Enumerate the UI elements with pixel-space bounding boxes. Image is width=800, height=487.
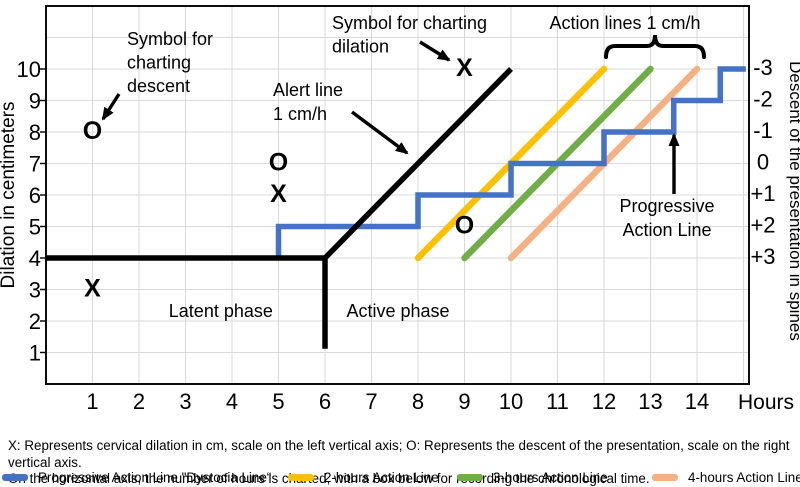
y-right-axis-title: Descent of the presentation in spines	[786, 61, 800, 341]
alert-note-text: 1 cm/h	[273, 104, 327, 124]
descent-note-text: descent	[127, 76, 190, 96]
descent-note-arrow	[101, 93, 121, 121]
legend-label: 3-hours Action Line	[493, 470, 608, 485]
x-tick-label: 12	[592, 389, 616, 414]
legend-label: 4-hours Action Line	[688, 470, 800, 485]
descent-marker-o: O	[455, 212, 474, 240]
legend-label: Progressive Action Line "Dystocia Line“	[38, 470, 272, 485]
legend-swatch	[652, 474, 678, 481]
descent-marker-o: O	[269, 149, 288, 177]
dilation-note-text: dilation	[332, 37, 389, 57]
x-tick-label: 3	[179, 389, 191, 414]
footnote-line-1: X: Represents cervical dilation in cm, s…	[8, 438, 790, 470]
legend-item: Progressive Action Line "Dystocia Line“	[2, 468, 271, 487]
alert-note-text: Alert line	[273, 80, 343, 100]
y-left-tick-label: 1	[29, 341, 41, 366]
y-right-tick-label: +3	[750, 244, 775, 269]
x-tick-label: 5	[272, 389, 284, 414]
x-tick-label: 13	[638, 389, 662, 414]
action-note-text: Action lines 1 cm/h	[549, 13, 700, 33]
y-left-tick-label: 4	[29, 246, 41, 271]
y-left-tick-label: 10	[17, 57, 41, 82]
y-left-tick-label: 6	[29, 183, 41, 208]
x-tick-label: 8	[412, 389, 424, 414]
y-left-tick-label: 2	[29, 309, 41, 334]
dilation-marker-x: X	[270, 180, 287, 208]
y-left-tick-label: 7	[29, 152, 41, 177]
y-left-axis-title: Dilation in centimeters	[0, 102, 19, 289]
dilation-marker-x: X	[456, 54, 473, 82]
alert-line	[323, 67, 513, 260]
x-tick-label: 14	[685, 389, 709, 414]
legend-item: 3-hours Action Line	[457, 468, 608, 487]
y-left-tick-label: 3	[29, 278, 41, 303]
y-right-tick-label: -1	[753, 118, 773, 143]
footnote: X: Represents cervical dilation in cm, s…	[8, 438, 796, 487]
legend: Progressive Action Line "Dystocia Line“ 2…	[0, 468, 800, 487]
alert-note-arrow	[350, 110, 409, 155]
action-note-brace	[604, 34, 706, 59]
dilation-note-arrow	[419, 40, 451, 62]
x-tick-label: 4	[226, 389, 238, 414]
y-right-tick-label: -2	[753, 87, 773, 112]
legend-swatch	[2, 474, 28, 481]
phase-label: Latent phase	[169, 301, 273, 321]
y-left-tick-label: 5	[29, 215, 41, 240]
y-right-tick-label: +2	[750, 213, 775, 238]
y-left-tick-label: 9	[29, 89, 41, 114]
legend-label: 2-hours Action Line	[324, 470, 439, 485]
footnote-line-2: On the horizontal axis, the number of ho…	[8, 471, 650, 486]
descent-marker-o: O	[83, 117, 102, 145]
legend-item: 4-hours Action Line	[652, 468, 800, 487]
dilation-marker-x: X	[84, 275, 101, 303]
x-tick-label: 7	[365, 389, 377, 414]
progressive-action-line	[275, 66, 746, 258]
y-left-tick-label: 8	[29, 120, 41, 145]
progressive-note-text: Action Line	[622, 220, 711, 240]
x-axis-title: Hours	[738, 391, 794, 414]
x-tick-label: 10	[499, 389, 523, 414]
partograph-chart: 1 2 3 4 5 6 7 8 9 10 11 12 13 14 Hours10987654321Dilat…	[0, 5, 800, 414]
legend-swatch	[457, 474, 483, 481]
y-right-tick-label: 0	[757, 150, 769, 175]
dilation-note-text: Symbol for charting	[332, 13, 487, 33]
x-tick-label: 11	[546, 389, 569, 414]
legend-item: 2-hours Action Line	[288, 468, 439, 487]
phase-label: Active phase	[346, 301, 449, 321]
progressive-note-text: Progressive	[619, 196, 714, 216]
x-tick-label: 1	[86, 389, 98, 414]
y-right-tick-label: -3	[753, 55, 773, 80]
legend-swatch	[288, 474, 314, 481]
descent-note-text: charting	[127, 53, 191, 73]
x-tick-label: 9	[458, 389, 470, 414]
descent-note-text: Symbol for	[127, 29, 213, 49]
x-tick-label: 6	[319, 389, 331, 414]
x-tick-label: 2	[133, 389, 145, 414]
y-right-tick-label: +1	[750, 181, 775, 206]
